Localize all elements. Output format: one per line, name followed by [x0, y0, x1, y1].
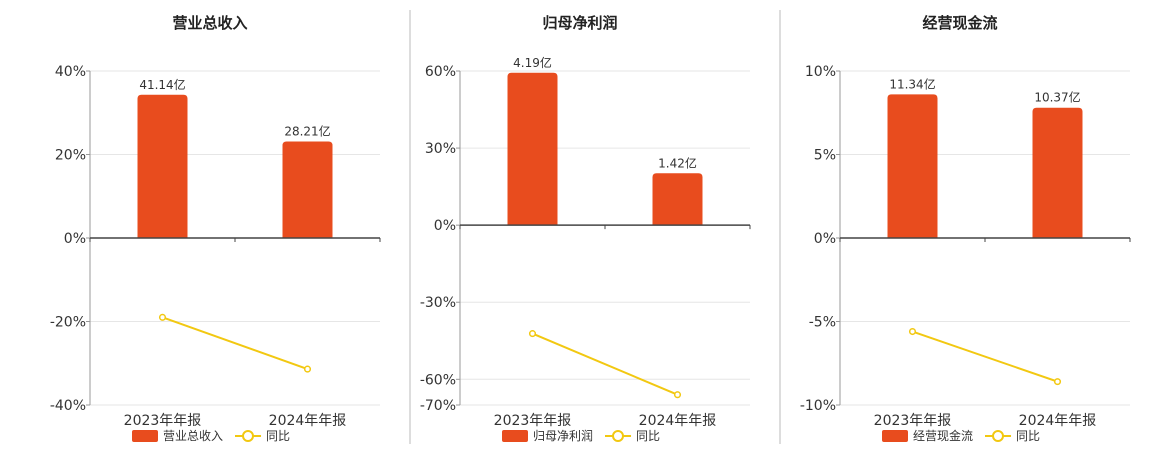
legend-bar-swatch	[132, 430, 158, 442]
legend-label: 经营现金流	[913, 428, 973, 443]
y-tick-label: -40%	[50, 398, 86, 414]
chart-panel: 归母净利润 60% 30% 0% -30% -60% -70% 4.19亿 1.42亿 2023年…	[420, 14, 751, 443]
legend-label: 同比	[266, 429, 290, 443]
legend-label: 归母净利润	[533, 429, 593, 443]
chart-panel: 经营现金流 10% 5% 0% -5% -10% 11.34亿 10.37亿 2023年年报 20…	[800, 14, 1131, 443]
bar-data-label: 11.34亿	[889, 76, 935, 91]
yoy-point	[908, 327, 917, 336]
bar-data-label: 41.14亿	[139, 77, 185, 92]
bar-data-label: 10.37亿	[1034, 90, 1080, 105]
bar-data-label: 1.42亿	[658, 155, 697, 170]
category-label: 2024年年报	[269, 413, 347, 429]
y-tick-label: 0%	[64, 231, 86, 247]
y-tick-label: 20%	[55, 148, 86, 164]
yoy-line	[532, 332, 678, 396]
y-tick-label: 40%	[55, 64, 86, 80]
y-tick-label: 0%	[814, 231, 836, 247]
category-label: 2024年年报	[639, 413, 717, 429]
chart-title: 归母净利润	[542, 14, 617, 32]
category-label: 2024年年报	[1019, 413, 1097, 429]
bar	[282, 141, 333, 238]
yoy-point	[303, 365, 312, 373]
y-tick-label: -30%	[420, 295, 456, 311]
y-tick-label: -5%	[809, 315, 836, 331]
category-label: 2023年年报	[124, 413, 202, 429]
yoy-point	[158, 313, 167, 321]
yoy-line	[162, 316, 308, 371]
y-tick-label: -70%	[420, 398, 456, 414]
bar	[507, 72, 558, 226]
yoy-point	[1053, 378, 1062, 386]
legend-line-marker	[992, 430, 1004, 442]
y-tick-label: 10%	[805, 64, 836, 80]
bar	[652, 173, 703, 226]
legend-bar-swatch	[502, 430, 528, 442]
y-tick-label: 60%	[425, 64, 456, 80]
category-label: 2023年年报	[874, 413, 952, 429]
bar-data-label: 28.21亿	[284, 124, 330, 139]
y-tick-label: 0%	[434, 218, 456, 234]
y-tick-label: -60%	[420, 372, 456, 388]
legend-line-marker	[612, 430, 624, 442]
y-tick-label: -20%	[50, 315, 86, 331]
y-tick-label: -10%	[800, 398, 836, 414]
chart-title: 营业总收入	[172, 14, 247, 32]
category-label: 2023年年报	[494, 413, 572, 429]
bar	[1032, 107, 1083, 239]
y-tick-label: 5%	[814, 148, 836, 164]
legend-bar-swatch	[882, 430, 908, 442]
y-tick-label: 30%	[425, 141, 456, 157]
bar	[887, 94, 938, 238]
legend-label: 同比	[1016, 429, 1040, 443]
legend-label: 同比	[636, 429, 660, 443]
bar-data-label: 4.19亿	[513, 55, 552, 70]
yoy-line	[912, 330, 1058, 383]
legend-label: 营业总收入	[163, 429, 223, 443]
legend-line-marker	[242, 430, 254, 442]
yoy-point	[673, 391, 682, 399]
chart-panel: 营业总收入 40% 20% 0% -20% -40% 41.14亿 28.21亿 2023年年报…	[50, 14, 381, 443]
chart-title: 经营现金流	[922, 14, 997, 32]
yoy-point	[528, 330, 537, 338]
bar	[137, 94, 188, 238]
